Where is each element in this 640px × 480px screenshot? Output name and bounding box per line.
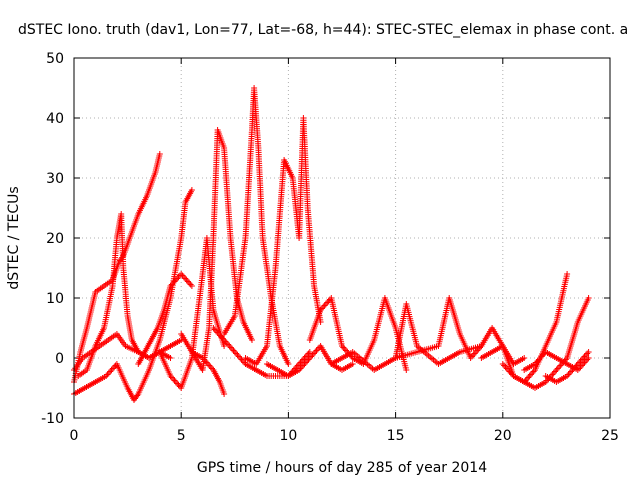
chart-title: dSTEC Iono. truth (dav1, Lon=77, Lat=-68… [18,22,628,38]
x-axis-label: GPS time / hours of day 285 of year 2014 [197,460,487,476]
series-9 [221,85,292,367]
y-tick-label: 50 [46,51,64,67]
x-tick-label: 20 [494,428,512,444]
series-19 [542,349,592,385]
x-tick-label: 0 [70,428,79,444]
x-tick-label: 10 [279,428,297,444]
series-marker-path [542,349,592,385]
series-marker-path [71,187,195,403]
series-3 [71,187,195,403]
y-tick-label: 0 [55,351,64,367]
y-tick-labels: -10 0 10 20 30 40 50 [41,51,64,427]
y-tick-label: 40 [46,111,64,127]
series-10 [242,115,324,367]
y-tick-label: 30 [46,171,64,187]
y-tick-label: 20 [46,231,64,247]
series-marker-path [242,115,324,367]
x-tick-labels: 0 5 10 15 20 25 [70,428,619,444]
data-markers [71,85,592,403]
y-axis-label: dSTEC / TECUs [6,186,22,289]
y-tick-label: -10 [41,411,64,427]
series-marker-path [221,85,292,367]
x-tick-label: 25 [601,428,619,444]
series-8 [188,349,228,397]
plot-frame [73,57,611,419]
series-marker-path [135,271,195,367]
y-tick-label: 10 [46,291,64,307]
series-5 [135,271,195,367]
x-tick-label: 5 [177,428,186,444]
series-marker-path [188,349,228,397]
x-tick-label: 15 [387,428,405,444]
